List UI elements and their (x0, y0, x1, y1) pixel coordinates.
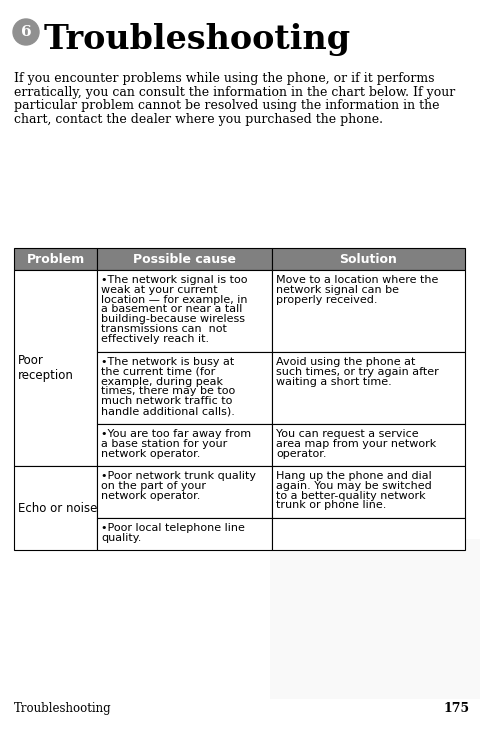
Text: properly received.: properly received. (276, 295, 377, 305)
FancyBboxPatch shape (272, 466, 465, 518)
Text: If you encounter problems while using the phone, or if it performs: If you encounter problems while using th… (14, 72, 434, 85)
FancyBboxPatch shape (272, 352, 465, 424)
Text: particular problem cannot be resolved using the information in the: particular problem cannot be resolved us… (14, 99, 439, 112)
FancyBboxPatch shape (272, 518, 465, 550)
Text: a base station for your: a base station for your (101, 439, 227, 449)
Circle shape (13, 19, 39, 45)
Text: location — for example, in: location — for example, in (101, 295, 247, 305)
Text: •The network signal is too: •The network signal is too (101, 275, 247, 285)
Text: •Poor network trunk quality: •Poor network trunk quality (101, 471, 256, 481)
FancyBboxPatch shape (97, 248, 272, 270)
Text: transmissions can  not: transmissions can not (101, 324, 227, 334)
FancyBboxPatch shape (97, 466, 272, 518)
Text: example, during peak: example, during peak (101, 377, 223, 386)
Text: Hang up the phone and dial: Hang up the phone and dial (276, 471, 432, 481)
Text: 6: 6 (21, 25, 31, 39)
Text: quality.: quality. (101, 533, 141, 543)
Text: erratically, you can consult the information in the chart below. If your: erratically, you can consult the informa… (14, 85, 455, 98)
Text: You can request a service: You can request a service (276, 429, 419, 439)
Text: Problem: Problem (27, 252, 85, 265)
FancyBboxPatch shape (14, 270, 97, 466)
FancyBboxPatch shape (272, 424, 465, 466)
Text: •The network is busy at: •The network is busy at (101, 357, 234, 367)
Text: network operator.: network operator. (101, 491, 200, 501)
Text: a basement or near a tall: a basement or near a tall (101, 305, 243, 314)
Text: times, there may be too: times, there may be too (101, 386, 235, 397)
Text: Avoid using the phone at: Avoid using the phone at (276, 357, 415, 367)
FancyBboxPatch shape (270, 539, 480, 699)
Text: effectively reach it.: effectively reach it. (101, 334, 209, 344)
FancyBboxPatch shape (272, 270, 465, 352)
Text: trunk or phone line.: trunk or phone line. (276, 500, 386, 510)
Text: Troubleshooting: Troubleshooting (44, 23, 351, 56)
Text: Poor
reception: Poor reception (18, 354, 74, 382)
Text: handle additional calls).: handle additional calls). (101, 406, 235, 416)
FancyBboxPatch shape (97, 270, 272, 352)
Text: network operator.: network operator. (101, 448, 200, 459)
Text: Possible cause: Possible cause (133, 252, 236, 265)
FancyBboxPatch shape (14, 466, 97, 550)
Text: network signal can be: network signal can be (276, 285, 399, 295)
FancyBboxPatch shape (272, 248, 465, 270)
Text: area map from your network: area map from your network (276, 439, 436, 449)
FancyBboxPatch shape (97, 424, 272, 466)
Text: Echo or noise: Echo or noise (18, 502, 97, 515)
Text: on the part of your: on the part of your (101, 481, 206, 491)
Text: waiting a short time.: waiting a short time. (276, 377, 392, 386)
Text: building-because wireless: building-because wireless (101, 314, 245, 324)
Text: the current time (for: the current time (for (101, 367, 215, 377)
Text: 175: 175 (444, 702, 470, 715)
Text: Troubleshooting: Troubleshooting (14, 702, 112, 715)
Text: operator.: operator. (276, 448, 327, 459)
Text: Solution: Solution (339, 252, 398, 265)
Text: weak at your current: weak at your current (101, 285, 217, 295)
Text: •Poor local telephone line: •Poor local telephone line (101, 523, 245, 533)
Text: chart, contact the dealer where you purchased the phone.: chart, contact the dealer where you purc… (14, 112, 383, 125)
Text: much network traffic to: much network traffic to (101, 396, 232, 406)
Text: again. You may be switched: again. You may be switched (276, 481, 432, 491)
Text: Move to a location where the: Move to a location where the (276, 275, 438, 285)
FancyBboxPatch shape (14, 248, 97, 270)
Text: to a better-quality network: to a better-quality network (276, 491, 426, 501)
Text: •You are too far away from: •You are too far away from (101, 429, 251, 439)
FancyBboxPatch shape (97, 352, 272, 424)
Text: such times, or try again after: such times, or try again after (276, 367, 439, 377)
FancyBboxPatch shape (97, 518, 272, 550)
